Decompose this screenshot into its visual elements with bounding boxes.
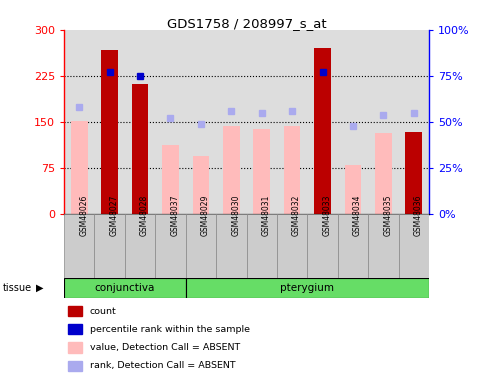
Text: GSM48033: GSM48033: [322, 195, 331, 236]
Text: pterygium: pterygium: [281, 283, 334, 293]
Bar: [368, 30, 398, 214]
Bar: [375, 133, 391, 214]
Bar: [277, 30, 307, 214]
Bar: [186, 278, 429, 298]
Bar: [102, 50, 118, 214]
Bar: [307, 30, 338, 214]
Text: GSM48034: GSM48034: [353, 195, 362, 236]
Bar: [253, 129, 270, 214]
Bar: [68, 361, 82, 371]
Bar: [132, 84, 148, 214]
Bar: [398, 30, 429, 214]
Bar: [155, 214, 186, 278]
Bar: [186, 30, 216, 214]
Text: percentile rank within the sample: percentile rank within the sample: [90, 325, 249, 334]
Bar: [125, 214, 155, 278]
Bar: [345, 165, 361, 214]
Text: ▶: ▶: [36, 283, 43, 293]
Bar: [193, 156, 209, 214]
Bar: [307, 214, 338, 278]
Bar: [223, 126, 240, 214]
Bar: [405, 132, 422, 214]
Text: GSM48030: GSM48030: [231, 195, 240, 236]
Text: GSM48027: GSM48027: [109, 195, 119, 236]
Bar: [71, 121, 88, 214]
Text: count: count: [90, 306, 116, 315]
Bar: [68, 306, 82, 316]
Text: GSM48026: GSM48026: [79, 195, 88, 236]
Bar: [155, 30, 186, 214]
Bar: [246, 30, 277, 214]
Text: value, Detection Call = ABSENT: value, Detection Call = ABSENT: [90, 343, 240, 352]
Text: GSM48029: GSM48029: [201, 195, 210, 236]
Bar: [68, 342, 82, 353]
Bar: [186, 214, 216, 278]
Bar: [64, 214, 95, 278]
Text: GSM48037: GSM48037: [171, 195, 179, 236]
Bar: [95, 214, 125, 278]
Bar: [338, 214, 368, 278]
Bar: [277, 214, 307, 278]
Text: conjunctiva: conjunctiva: [95, 283, 155, 293]
Text: rank, Detection Call = ABSENT: rank, Detection Call = ABSENT: [90, 362, 235, 370]
Bar: [314, 48, 331, 214]
Text: tissue: tissue: [2, 283, 32, 293]
Bar: [68, 324, 82, 334]
Text: GSM48032: GSM48032: [292, 195, 301, 236]
Bar: [216, 30, 246, 214]
Bar: [162, 145, 179, 214]
Text: GSM48028: GSM48028: [140, 195, 149, 236]
Bar: [368, 214, 398, 278]
Text: GDS1758 / 208997_s_at: GDS1758 / 208997_s_at: [167, 17, 326, 30]
Bar: [398, 214, 429, 278]
Text: GSM48036: GSM48036: [414, 195, 423, 236]
Bar: [125, 30, 155, 214]
Bar: [64, 30, 95, 214]
Bar: [246, 214, 277, 278]
Bar: [284, 126, 300, 214]
Text: GSM48031: GSM48031: [262, 195, 271, 236]
Bar: [64, 278, 186, 298]
Text: GSM48035: GSM48035: [384, 195, 392, 236]
Bar: [338, 30, 368, 214]
Bar: [216, 214, 246, 278]
Bar: [95, 30, 125, 214]
